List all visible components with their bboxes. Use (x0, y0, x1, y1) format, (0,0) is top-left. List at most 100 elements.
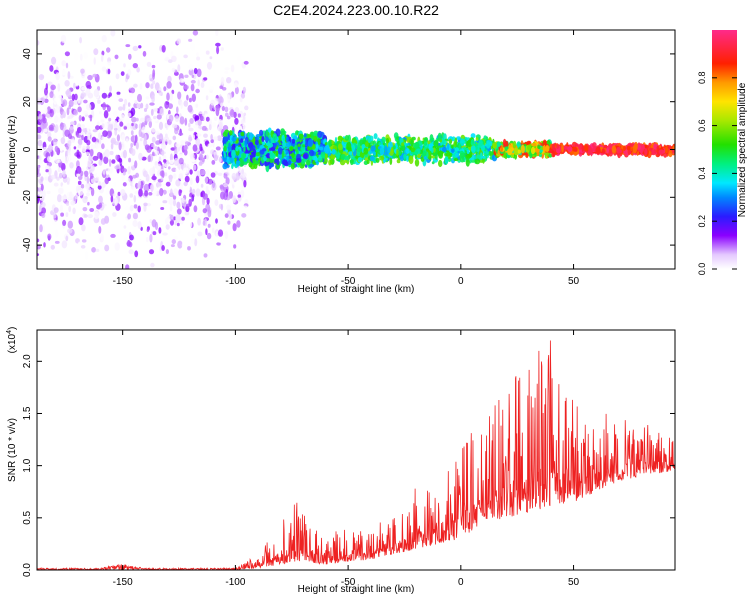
spectrogram-cell (89, 172, 94, 180)
spectrogram-cell (150, 83, 154, 89)
spectrogram-cell (70, 200, 76, 206)
spectrogram-cell (243, 60, 249, 65)
spectrogram-cell (62, 219, 67, 226)
spectrogram-cell (58, 172, 63, 179)
spectrogram-cell (146, 117, 152, 122)
spectrogram-cell (101, 34, 107, 43)
spectrogram-cell (184, 74, 189, 79)
spectrogram-cell (43, 128, 48, 133)
spectrogram-cell (200, 82, 205, 88)
spectrogram-cell (261, 136, 265, 142)
spectrogram-cell (175, 214, 181, 223)
spectrogram-cell (531, 142, 537, 147)
spectrogram-cell (90, 187, 95, 197)
spectrogram-cell (165, 217, 169, 225)
spectrogram-cell (167, 75, 172, 83)
spectrogram-cell (104, 177, 109, 185)
snr-series-line (37, 340, 675, 570)
spectrogram-cell (41, 212, 46, 218)
spectrogram-cell (125, 117, 131, 124)
spectrogram-cell (169, 159, 174, 165)
spectrogram-cell (69, 162, 74, 169)
spectrogram-cell (45, 83, 48, 90)
spectrogram-x-axis-label: Height of straight line (km) (298, 284, 415, 295)
spectrogram-cell (442, 146, 447, 153)
spectrogram-cell (507, 148, 513, 156)
spectrogram-cell (149, 167, 155, 177)
spectrogram-cell (71, 93, 76, 102)
spectrogram-cell (234, 86, 239, 95)
spectrogram-cell (38, 113, 43, 120)
spectrogram-cell (189, 118, 194, 124)
spectrogram-cell (55, 156, 60, 164)
snr-x-axis-label: Height of straight line (km) (298, 584, 415, 595)
spectrogram-cell (433, 140, 439, 148)
spectrogram-cell (80, 92, 86, 98)
spectrogram-cell (406, 154, 409, 163)
spectrogram-cell (183, 181, 188, 187)
spectrogram-cell (115, 154, 119, 161)
spectrogram-cell (136, 102, 142, 109)
spectrogram-cell (119, 121, 124, 127)
spectrogram-cell (497, 142, 501, 147)
spectrogram-cell (357, 157, 363, 163)
spectrogram-cell (272, 133, 277, 141)
spectrogram-cell (220, 185, 224, 191)
spectrogram-cell (293, 135, 298, 141)
spectrogram-cell (66, 154, 72, 163)
spectrogram-cell (162, 154, 167, 160)
spectrogram-cell (168, 139, 172, 145)
spectrogram-cell (301, 158, 305, 165)
spectrogram-cell (268, 142, 274, 148)
spectrogram-cell (83, 52, 88, 59)
figure-title: C2E4.2024.223.00.10.R22 (273, 2, 439, 18)
spectrogram-cell (280, 128, 286, 137)
spectrogram-cell (37, 134, 42, 140)
spectrogram-cell (179, 189, 183, 193)
spectrogram-cell (446, 142, 450, 151)
spectrogram-cell (156, 114, 162, 120)
spectrogram-cell (202, 193, 208, 200)
spectrogram-cell (344, 135, 349, 141)
spectrogram-cell (161, 245, 165, 251)
spectrogram-cell (307, 138, 314, 148)
spectrogram-cell (178, 173, 184, 180)
spectrogram-cell (112, 212, 117, 217)
spectrogram-cell (263, 155, 267, 162)
spectrogram-cell (269, 152, 275, 159)
spectrogram-cell (124, 206, 129, 210)
spectrogram-cell (431, 147, 434, 154)
spectrogram-cell (127, 102, 131, 107)
spectrogram-cell (74, 93, 78, 101)
spectrogram-cell (240, 189, 245, 198)
spectrogram-cell (626, 145, 631, 151)
spectrogram-cell (527, 144, 531, 151)
spectrogram-cell (414, 153, 418, 160)
spectrogram-cell (120, 114, 125, 121)
spectrogram-cell (158, 155, 164, 162)
spectrogram-cell (315, 144, 319, 149)
spectrogram-cell (188, 63, 194, 71)
spectrogram-cell (220, 76, 225, 85)
spectrogram-cell (482, 155, 486, 159)
spectrogram-cell (243, 146, 246, 152)
spectrogram-cell (470, 145, 476, 153)
spectrogram-cell (282, 159, 288, 166)
spectrogram-cell (100, 119, 105, 123)
spectrogram-cell (98, 181, 102, 186)
spectrogram-cell (70, 179, 76, 188)
spectrogram-cell (215, 146, 221, 151)
snr-x-tick-label: -100 (225, 577, 245, 588)
spectrogram-cell (302, 144, 306, 148)
spectrogram-cell (145, 103, 149, 110)
spectrogram-cell (512, 140, 517, 149)
spectrogram-cell (513, 147, 520, 156)
spectrogram-cell (56, 105, 60, 114)
spectrogram-cell (188, 220, 193, 228)
spectrogram-cell (149, 219, 152, 224)
snr-y-scale-base: (x10 (7, 333, 18, 353)
spectrogram-cell (110, 30, 116, 37)
spectrogram-cell (70, 194, 75, 198)
spectrogram-cell (370, 145, 376, 152)
spectrogram-cell (46, 190, 51, 195)
